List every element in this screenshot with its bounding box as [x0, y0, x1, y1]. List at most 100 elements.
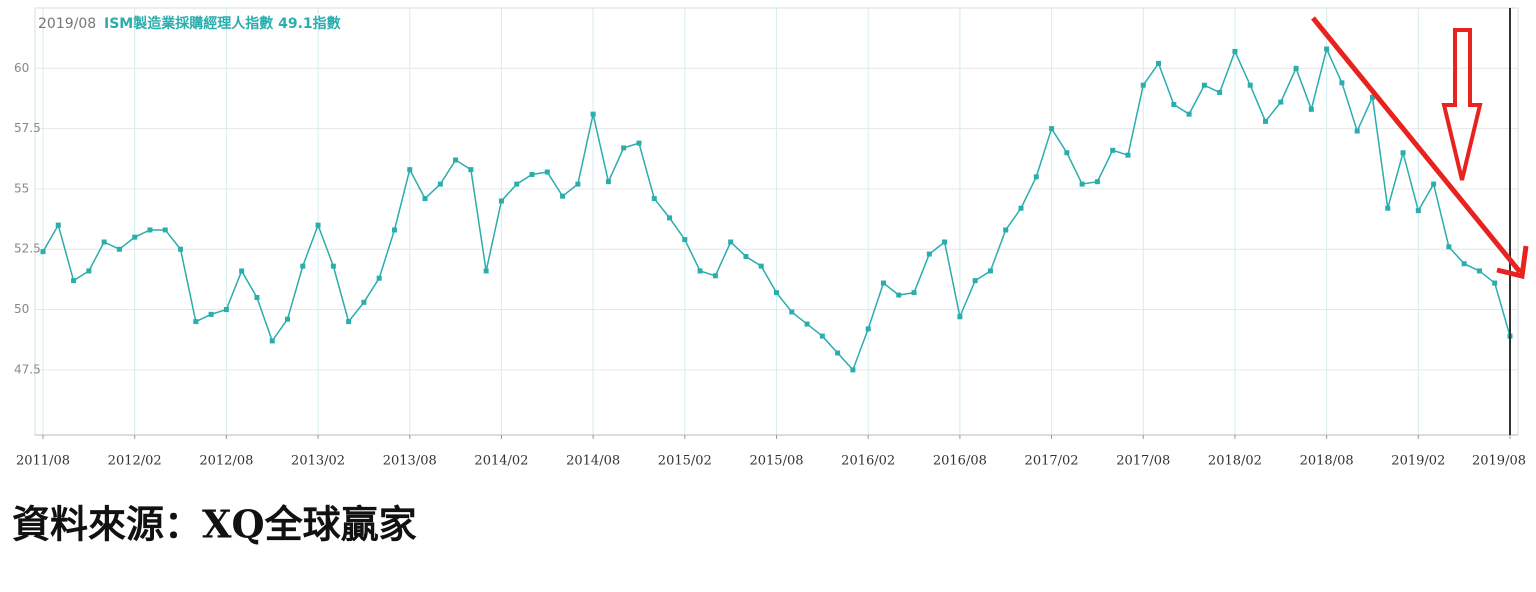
- data-point: [132, 234, 138, 240]
- data-point: [361, 299, 367, 305]
- data-point: [422, 196, 428, 202]
- data-point: [590, 111, 596, 117]
- data-point: [1263, 118, 1268, 124]
- data-point: [453, 157, 459, 163]
- y-tick-label: 57.5: [14, 121, 41, 135]
- x-tick-label: 2014/02: [474, 454, 528, 469]
- data-point: [1415, 208, 1421, 214]
- data-point: [728, 239, 734, 245]
- x-tick-label: 2019/02: [1391, 454, 1445, 469]
- marks: [40, 46, 1513, 373]
- data-point: [55, 222, 61, 228]
- data-point: [743, 253, 749, 259]
- x-tick-label: 2015/02: [658, 454, 712, 469]
- data-point: [116, 246, 122, 252]
- trend-arrow: [1311, 16, 1522, 274]
- data-point: [269, 338, 275, 344]
- data-point: [1232, 48, 1238, 54]
- data-point: [514, 181, 520, 187]
- data-point: [804, 321, 810, 327]
- data-point: [667, 215, 673, 221]
- trend-arrow-head: [1496, 245, 1529, 280]
- data-point: [1339, 80, 1345, 86]
- data-point: [1431, 181, 1437, 187]
- x-tick-label: 2015/08: [749, 454, 803, 469]
- data-point: [651, 196, 657, 202]
- data-point: [1125, 152, 1131, 158]
- data-point: [1385, 205, 1391, 211]
- data-point: [285, 316, 290, 322]
- data-point: [926, 251, 932, 257]
- data-point: [544, 169, 550, 175]
- y-tick-label: 47.5: [14, 362, 41, 376]
- x-tick-label: 2011/08: [16, 454, 70, 469]
- x-tick-label: 2016/02: [841, 454, 895, 469]
- data-point: [407, 167, 413, 173]
- data-point: [193, 319, 199, 325]
- data-point: [1446, 244, 1452, 250]
- grid: [35, 8, 1518, 435]
- data-point: [162, 227, 168, 233]
- data-point: [911, 290, 917, 296]
- data-point: [1049, 126, 1055, 132]
- data-point: [330, 263, 336, 269]
- data-point: [223, 307, 229, 313]
- source-note: 資料來源：XQ全球贏家: [12, 502, 417, 547]
- data-point: [758, 263, 764, 269]
- data-point: [147, 227, 153, 233]
- data-point: [71, 278, 77, 284]
- data-point: [1400, 150, 1406, 156]
- data-point: [880, 280, 886, 286]
- data-point: [605, 179, 611, 185]
- data-point: [376, 275, 382, 281]
- data-point: [972, 278, 978, 284]
- data-point: [498, 198, 504, 204]
- data-point: [1369, 94, 1375, 100]
- data-point: [942, 239, 948, 245]
- data-point: [208, 311, 214, 317]
- data-point: [468, 167, 474, 173]
- data-point: [1201, 82, 1207, 88]
- data-point: [86, 268, 92, 274]
- data-point: [1140, 82, 1146, 88]
- data-point: [239, 268, 245, 274]
- y-tick-label: 50: [14, 302, 29, 316]
- data-point: [1171, 101, 1177, 107]
- data-point: [1461, 261, 1467, 267]
- data-point: [850, 367, 856, 373]
- data-point: [987, 268, 993, 274]
- data-point: [575, 181, 581, 187]
- x-tick-label: 2018/08: [1300, 454, 1354, 469]
- x-tick-label: 2018/02: [1208, 454, 1262, 469]
- down-arrow: [1441, 28, 1483, 181]
- data-point: [391, 227, 397, 233]
- data-point: [1079, 181, 1085, 187]
- data-point: [957, 314, 963, 320]
- title-date: 2019/08: [38, 16, 96, 32]
- data-point: [712, 273, 718, 279]
- chart-title: ISM製造業採購經理人指數 49.1指數: [104, 15, 341, 32]
- x-tick-label: 2019/08: [1472, 454, 1526, 469]
- data-point: [636, 140, 642, 146]
- data-point: [1018, 205, 1024, 211]
- data-point: [1354, 128, 1360, 134]
- data-point: [621, 145, 627, 151]
- x-tick-label: 2013/08: [383, 454, 437, 469]
- x-tick-label: 2017/02: [1025, 454, 1079, 469]
- data-point: [819, 333, 825, 339]
- data-point: [1156, 60, 1162, 66]
- data-point: [1324, 46, 1330, 52]
- data-point: [1094, 179, 1100, 185]
- y-tick-label: 55: [14, 181, 29, 195]
- data-point: [697, 268, 703, 274]
- data-point: [1308, 106, 1314, 112]
- data-point: [529, 171, 535, 177]
- data-point: [835, 350, 841, 356]
- data-point: [1492, 280, 1498, 286]
- data-point: [1033, 174, 1039, 180]
- data-point: [300, 263, 306, 269]
- data-point: [1064, 150, 1070, 156]
- x-tick-label: 2012/08: [199, 454, 253, 469]
